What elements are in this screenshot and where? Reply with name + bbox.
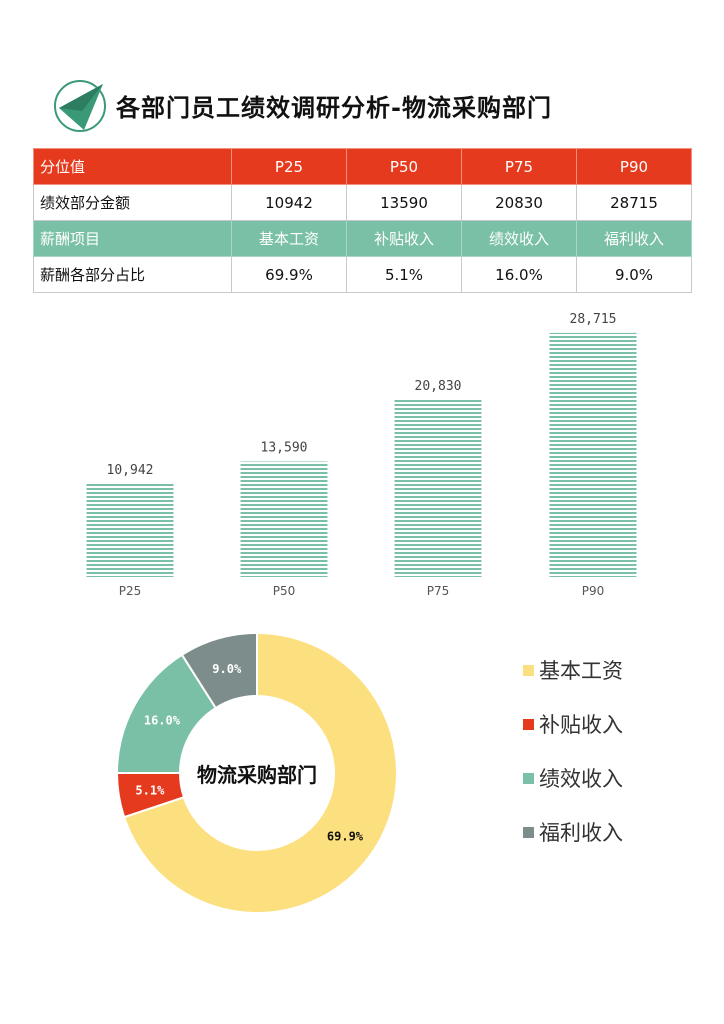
table-cell: 16.0% <box>461 256 577 293</box>
table-cell: 20830 <box>461 184 577 221</box>
bar-data-label: 13,590 <box>261 440 308 455</box>
donut-data-label: 5.1% <box>135 783 165 797</box>
table-cell: P90 <box>576 148 692 185</box>
bar-P50 <box>240 461 328 577</box>
table-row: 绩效部分金额 10942 13590 20830 28715 <box>33 184 692 221</box>
legend-swatch <box>523 665 534 676</box>
table-cell: 基本工资 <box>231 220 347 257</box>
donut-data-label: 16.0% <box>144 714 181 728</box>
bar-data-label: 20,830 <box>415 379 462 394</box>
row-label: 分位值 <box>33 148 232 185</box>
row-label: 薪酬各部分占比 <box>33 256 232 293</box>
donut-center-label: 物流采购部门 <box>197 763 317 787</box>
table-row: 薪酬项目 基本工资 补贴收入 绩效收入 福利收入 <box>33 220 692 257</box>
table-cell: 10942 <box>231 184 347 221</box>
bar-P75 <box>394 399 482 577</box>
bar-category-label: P50 <box>273 584 296 598</box>
legend-label: 补贴收入 <box>539 713 623 737</box>
table-cell: 补贴收入 <box>346 220 462 257</box>
legend-swatch <box>523 827 534 838</box>
compass-logo-icon <box>54 80 106 132</box>
legend-swatch <box>523 773 534 784</box>
bar-category-label: P25 <box>119 584 142 598</box>
table-cell: 69.9% <box>231 256 347 293</box>
legend-label: 福利收入 <box>539 821 623 845</box>
donut-data-label: 69.9% <box>327 829 364 843</box>
bar-P90 <box>549 332 637 577</box>
table-cell: P25 <box>231 148 347 185</box>
donut-chart: 69.9% 5.1% 16.0% 9.0% 物流采购部门 <box>115 631 398 914</box>
legend-label: 绩效收入 <box>539 767 623 791</box>
bar-P25 <box>86 483 174 577</box>
bar-data-label: 10,942 <box>107 463 154 478</box>
bar-category-label: P90 <box>582 584 605 598</box>
table-cell: P75 <box>461 148 577 185</box>
table-cell: 福利收入 <box>576 220 692 257</box>
table-cell: 绩效收入 <box>461 220 577 257</box>
table-cell: 13590 <box>346 184 462 221</box>
row-label: 薪酬项目 <box>33 220 232 257</box>
bar-data-label: 28,715 <box>570 312 617 327</box>
donut-slice-1 <box>122 631 398 914</box>
donut-slice-4 <box>180 631 258 710</box>
table-cell: P50 <box>346 148 462 185</box>
legend-label: 基本工资 <box>539 659 623 683</box>
table-cell: 28715 <box>576 184 692 221</box>
page-title: 各部门员工绩效调研分析-物流采购部门 <box>116 94 552 122</box>
percentile-table: 分位值 P25 P50 P75 P90 绩效部分金额 10942 13590 2… <box>33 148 692 293</box>
donut-data-label: 9.0% <box>212 662 242 676</box>
table-cell: 5.1% <box>346 256 462 293</box>
bar-category-label: P75 <box>427 584 450 598</box>
row-label: 绩效部分金额 <box>33 184 232 221</box>
legend-swatch <box>523 719 534 730</box>
bar-chart: 10,942 P25 13,590 P50 20,830 P75 28,715 P90 <box>86 312 637 598</box>
table-row: 分位值 P25 P50 P75 P90 <box>33 148 692 185</box>
table-row: 薪酬各部分占比 69.9% 5.1% 16.0% 9.0% <box>33 256 692 293</box>
table-cell: 9.0% <box>576 256 692 293</box>
